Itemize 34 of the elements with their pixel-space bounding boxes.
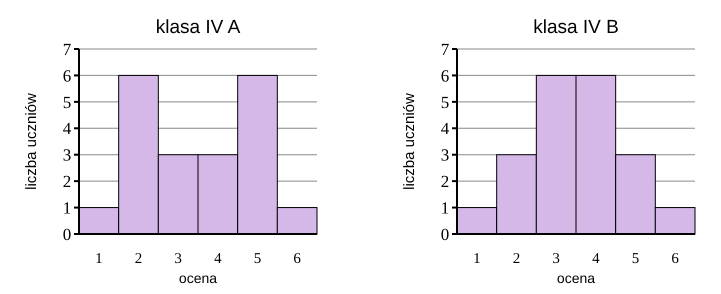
- y-tick-label: 7: [440, 40, 450, 59]
- x-tick-label: 6: [293, 251, 302, 267]
- y-tick-label: 1: [62, 198, 72, 218]
- x-tick-label: 2: [134, 251, 142, 267]
- x-tick-label: 6: [671, 251, 680, 267]
- x-tick-label: 3: [174, 251, 182, 267]
- y-tick-label: 0: [440, 224, 450, 244]
- x-tick-label: 5: [632, 251, 640, 267]
- y-tick-label: 5: [62, 92, 72, 112]
- chart-title: klasa IV B: [533, 17, 619, 38]
- y-tick-label: 1: [440, 198, 450, 218]
- y-tick-label: 2: [440, 172, 450, 192]
- y-axis-title: liczba uczniów: [23, 92, 40, 190]
- x-axis-title: ocena: [556, 270, 596, 286]
- y-tick-label: 6: [62, 66, 72, 86]
- y-tick-label: 4: [62, 119, 72, 138]
- y-tick-label: 5: [440, 92, 450, 112]
- x-tick-label: 1: [473, 251, 481, 267]
- x-axis-title: ocena: [178, 270, 218, 286]
- y-tick-label: 4: [440, 119, 450, 138]
- y-tick-label: 7: [62, 40, 72, 59]
- y-tick-label: 3: [62, 146, 72, 165]
- y-tick-label: 6: [440, 66, 450, 86]
- x-tick-label: 1: [95, 251, 103, 267]
- y-tick-label: 3: [440, 146, 450, 165]
- y-tick-label: 0: [62, 224, 72, 244]
- y-tick-label: 2: [62, 172, 72, 192]
- x-tick-label: 2: [512, 251, 520, 267]
- x-tick-label: 4: [214, 251, 222, 267]
- x-tick-label: 4: [592, 251, 600, 267]
- chart-title: klasa IV A: [156, 17, 241, 38]
- x-tick-label: 3: [552, 251, 560, 267]
- y-axis-title: liczba uczniów: [401, 92, 418, 190]
- x-tick-label: 5: [254, 251, 262, 267]
